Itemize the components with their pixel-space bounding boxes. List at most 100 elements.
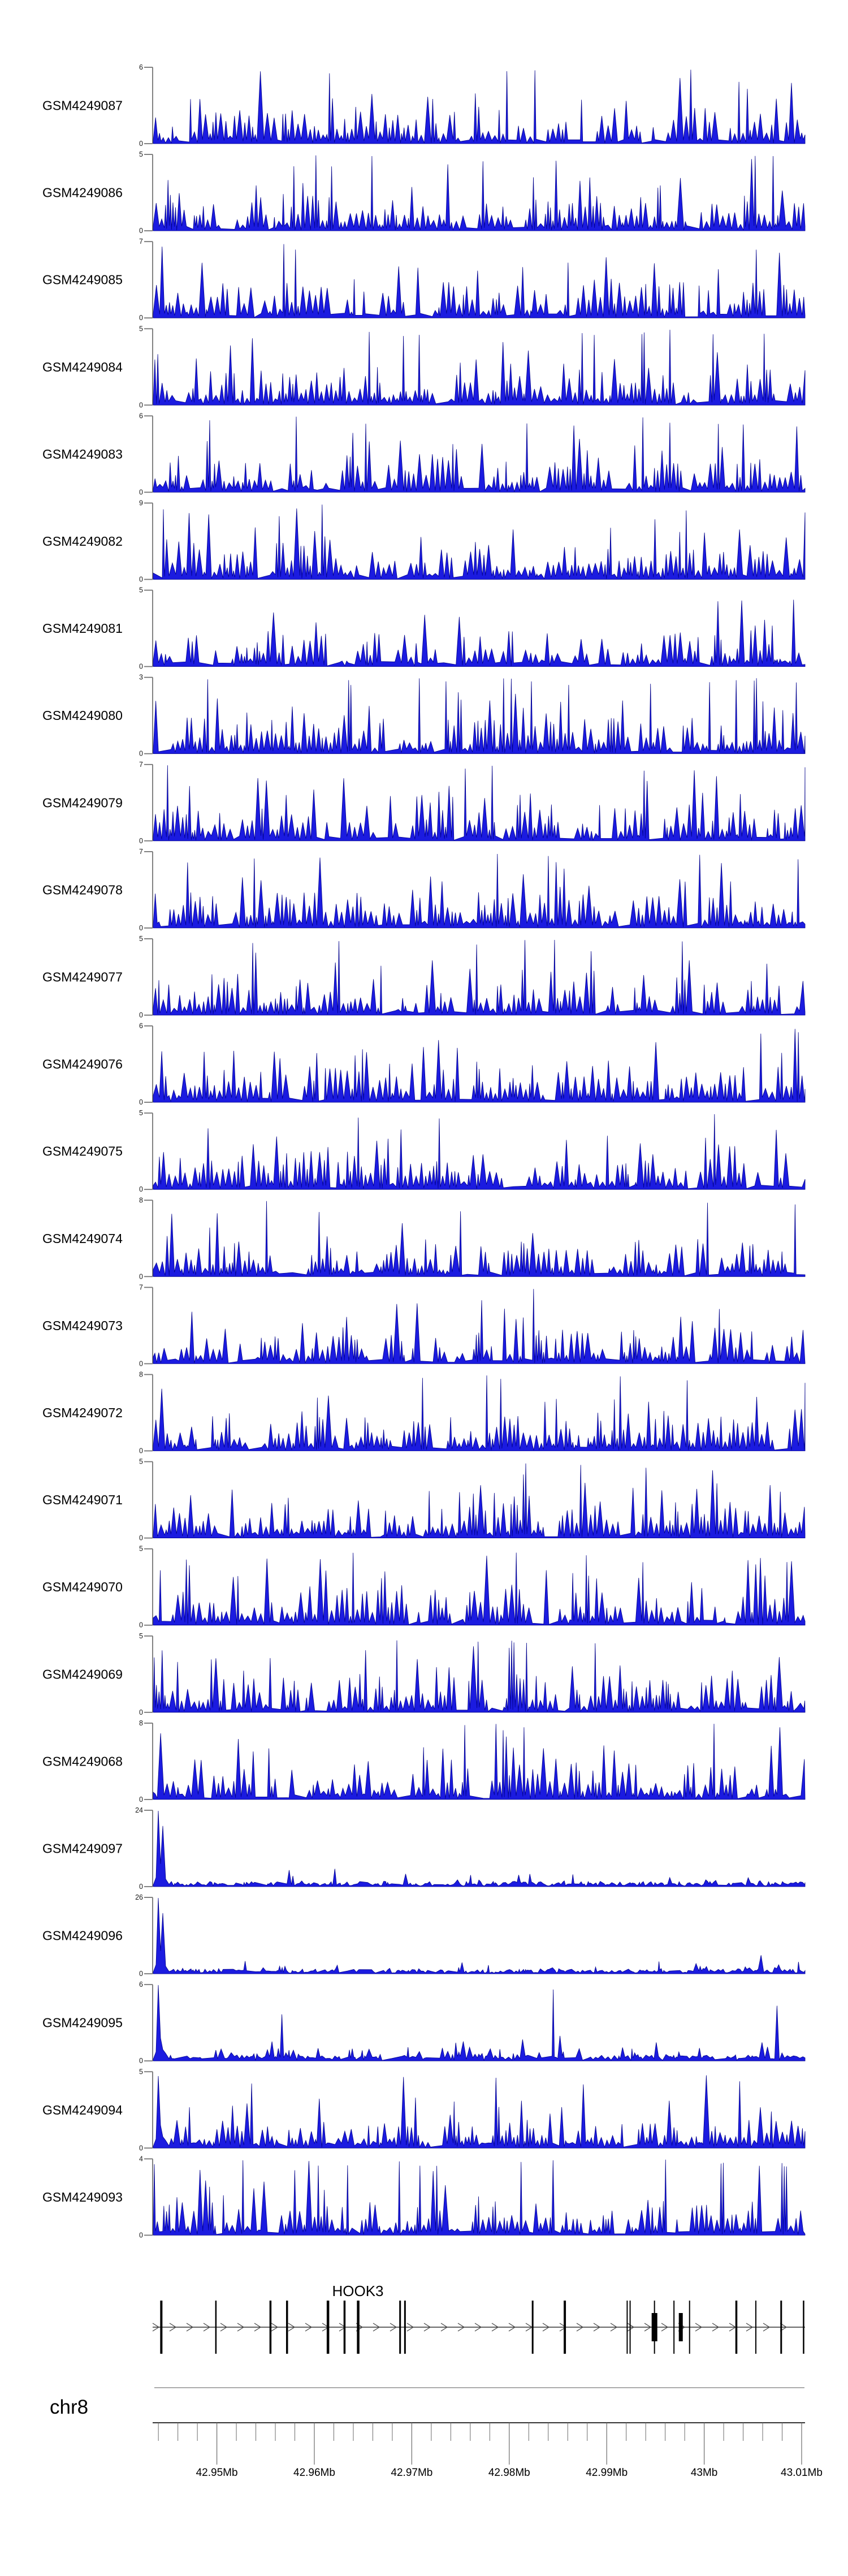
coverage-track-row: GSM4249079 7 0 [42,761,806,845]
track-ymin-label: 0 [139,1272,143,1280]
coordinate-label: 42.98Mb [488,2467,530,2479]
sample-label: GSM4249080 [42,708,123,723]
sample-label: GSM4249070 [42,1580,123,1594]
coverage-track-row: GSM4249074 8 0 [42,1196,806,1280]
coverage-track-row: GSM4249086 5 0 [42,150,806,235]
sample-label: GSM4249077 [42,970,123,985]
track-ymax-label: 6 [139,63,143,71]
exon-bar [673,2301,675,2354]
coverage-signal [153,330,806,405]
sample-label: GSM4249069 [42,1667,123,1681]
coverage-signal [153,939,806,1016]
track-ymax-label: 5 [139,586,143,594]
coverage-signal [153,1985,806,2061]
coverage-track-row: GSM4249073 7 0 [42,1283,806,1367]
strand-arrow-icon [610,2323,618,2332]
strand-arrow-icon [508,2323,516,2332]
ideogram-track: chr8 [50,2387,804,2418]
coverage-signal [153,1724,806,1800]
sample-label: GSM4249096 [42,1928,123,1943]
track-ymin-label: 0 [139,1708,143,1716]
sample-label: GSM4249095 [42,2016,123,2030]
track-ymin-label: 0 [139,663,143,671]
exon-bar [531,2301,534,2354]
track-ymin-label: 0 [139,314,143,322]
track-ymin-label: 0 [139,1534,143,1542]
exon-bar [285,2301,288,2354]
exon-bar [269,2301,272,2354]
coverage-track-row: GSM4249087 6 0 [42,63,806,148]
track-ymax-label: 5 [139,1545,143,1553]
coverage-track-row: GSM4249095 6 0 [42,1980,806,2065]
track-ymin-label: 0 [139,576,143,584]
track-ymax-label: 3 [139,674,143,681]
sample-label: GSM4249087 [42,98,123,113]
exon-bar [689,2301,690,2354]
track-ymax-label: 8 [139,1196,143,1204]
track-ymax-label: 6 [139,412,143,420]
exon-bar [357,2301,360,2354]
coverage-signal [153,765,806,842]
track-ymin-label: 0 [139,1796,143,1803]
coordinate-label: 43.01Mb [781,2467,823,2479]
chromosome-label: chr8 [50,2396,88,2418]
coverage-signal [153,678,806,754]
coverage-track-row: GSM4249085 7 0 [42,238,806,322]
coverage-track-row: GSM4249069 5 0 [42,1632,806,1716]
exon-block [678,2313,683,2341]
track-ymax-label: 24 [135,1806,143,1814]
coverage-track-row: GSM4249068 8 0 [42,1719,806,1803]
strand-arrow-icon [763,2323,771,2332]
track-ymax-label: 8 [139,1719,143,1727]
coordinate-label: 42.96Mb [293,2467,335,2479]
strand-arrow-icon [593,2323,601,2332]
track-ymax-label: 7 [139,238,143,245]
coverage-signal [153,2159,806,2236]
strand-arrow-icon [220,2323,228,2332]
coverage-signal [153,1898,806,1974]
strand-arrow-icon [423,2323,431,2332]
coverage-signal [153,1463,806,1538]
track-ymax-label: 7 [139,1283,143,1291]
sample-label: GSM4249081 [42,621,123,636]
strand-arrow-icon [474,2323,482,2332]
track-ymax-label: 5 [139,2068,143,2076]
exon-bar [215,2301,217,2354]
coverage-track-row: GSM4249075 5 0 [42,1109,806,1193]
track-ymin-label: 0 [139,1360,143,1367]
coverage-track-row: GSM4249078 7 0 [42,848,806,932]
track-ymin-label: 0 [139,1970,143,1978]
exon-bar [735,2301,738,2354]
track-ymin-label: 0 [139,1621,143,1629]
strand-arrow-icon [169,2323,177,2332]
sample-label: GSM4249071 [42,1492,123,1507]
coverage-signal [153,155,806,231]
strand-arrow-icon [203,2323,211,2332]
sample-label: GSM4249082 [42,534,123,549]
strand-arrow-icon [644,2323,652,2332]
sample-label: GSM4249072 [42,1405,123,1420]
sample-label: GSM4249073 [42,1318,123,1333]
track-ymax-label: 26 [135,1893,143,1901]
genome-axis: 42.95Mb 42.96Mb 42.97Mb 42.98Mb 42.99Mb 43Mb 4… [153,2422,823,2479]
gene-name-label: HOOK3 [332,2282,383,2299]
coverage-signal [153,1640,806,1713]
coverage-track-row: GSM4249070 5 0 [42,1545,806,1629]
coverage-signal [153,1201,806,1277]
strand-arrow-icon [406,2323,414,2332]
exon-bar [399,2301,401,2354]
coverage-signal [153,2075,806,2148]
coverage-signal [153,416,806,493]
track-ymin-label: 0 [139,924,143,932]
sample-label: GSM4249076 [42,1057,123,1072]
strand-arrow-icon [288,2323,296,2332]
coverage-track-row: GSM4249083 6 0 [42,412,806,496]
track-ymax-label: 7 [139,848,143,856]
coordinate-label: 42.99Mb [586,2467,628,2479]
coverage-track-row: GSM4249071 5 0 [42,1458,806,1542]
sample-label: GSM4249075 [42,1144,123,1159]
strand-arrow-icon [305,2323,313,2332]
track-ymin-label: 0 [139,401,143,409]
strand-arrow-icon [237,2323,245,2332]
